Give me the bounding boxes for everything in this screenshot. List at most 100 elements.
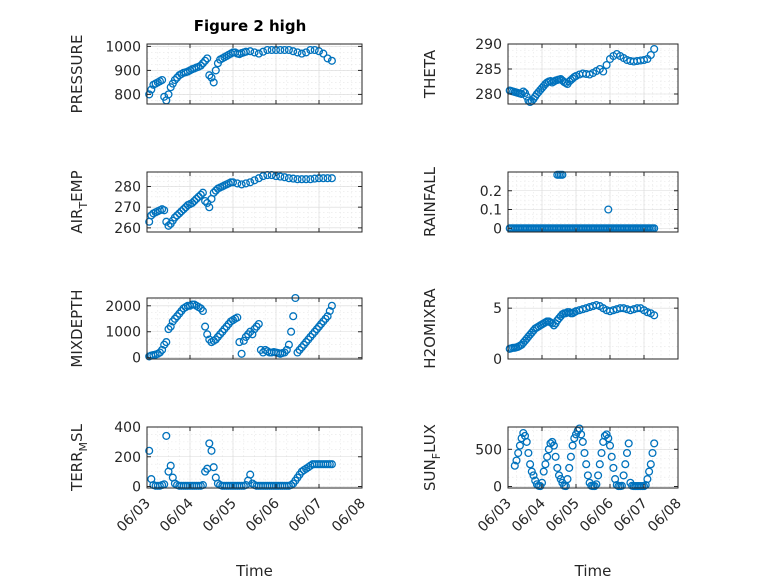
data-point (650, 44, 659, 54)
data-point (512, 456, 521, 465)
data-point (170, 75, 179, 85)
data-point (327, 301, 336, 310)
data-point (293, 175, 302, 184)
data-point (551, 452, 560, 461)
data-point (194, 192, 203, 201)
data-point (235, 338, 244, 347)
data-point (237, 349, 246, 358)
data-point (297, 49, 306, 58)
data-point (170, 213, 179, 222)
x-axis-label: Time (574, 562, 612, 580)
data-point (595, 460, 604, 469)
data-point (164, 90, 173, 99)
y-tick-label: 5 (493, 301, 502, 317)
subplot-5: 0 1000 2000 MIXDEPTH (68, 289, 363, 368)
y-tick-label: 285 (475, 62, 502, 78)
data-point (297, 175, 306, 184)
y-axis-label-subscript: M (77, 442, 90, 452)
plot-area (508, 172, 678, 232)
data-point (196, 61, 205, 70)
x-ticks (507, 172, 679, 232)
data-point (583, 471, 592, 480)
data-point (548, 437, 557, 446)
data-point (282, 345, 291, 354)
y-axis-label-rest: EMP (68, 170, 86, 201)
axes-box (507, 426, 679, 489)
y-ticks: 0 1000 2000 (105, 299, 362, 367)
data-point (558, 170, 567, 179)
y-axis-label-base: SUN (421, 459, 439, 491)
y-tick-label: 800 (114, 87, 141, 103)
data-point (514, 448, 523, 458)
y-axis-label: SUNFLUX (421, 424, 443, 491)
data-point (175, 209, 184, 218)
y-tick-label: 500 (475, 442, 502, 458)
data-point (198, 306, 207, 316)
axes-box (146, 171, 363, 233)
data-point (549, 441, 558, 450)
y-ticks: 800 900 1000 (105, 39, 362, 103)
y-axis-label-base: RAINFALL (421, 166, 439, 237)
y-tick-label: 280 (475, 87, 502, 103)
data-point (570, 434, 579, 443)
data-point (158, 75, 167, 85)
data-point (246, 47, 255, 56)
data-point (510, 461, 519, 470)
y-tick-label: 1000 (105, 39, 141, 55)
data-point (524, 448, 533, 458)
y-axis-label-base: TERR (68, 451, 86, 492)
data-point (254, 174, 263, 183)
data-point (650, 311, 659, 320)
x-ticks (146, 298, 363, 359)
data-point (621, 460, 630, 469)
data-point (323, 312, 332, 321)
data-point (645, 467, 654, 476)
plot-area (147, 172, 362, 232)
y-axis-label-subscript: F (430, 453, 443, 459)
x-ticks (507, 44, 679, 104)
y-tick-label: 0.1 (480, 203, 502, 219)
data-point (263, 45, 272, 55)
data-point (646, 50, 655, 60)
data-point (267, 45, 276, 55)
data-point (201, 56, 210, 65)
data-point (624, 439, 633, 448)
y-tick-label: 900 (114, 63, 141, 79)
data-point (643, 308, 652, 317)
x-ticks (146, 172, 363, 232)
y-tick-label: 290 (475, 37, 502, 53)
data-point (196, 190, 205, 199)
y-axis-label: H2OMIXRA (421, 288, 439, 369)
data-point (145, 446, 154, 455)
data-point (179, 205, 188, 214)
data-point (522, 437, 531, 446)
x-axis-label: Time (235, 562, 273, 580)
data-point (162, 431, 171, 440)
series-markers (145, 171, 336, 230)
subplot-3: 260 270 280 AIRTEMP (68, 170, 363, 237)
data-point (319, 174, 328, 183)
y-axis-label-base: PRESSURE (68, 35, 86, 114)
data-point (192, 194, 201, 203)
data-point (302, 48, 311, 57)
y-tick-label: 2000 (105, 299, 141, 315)
data-point (241, 179, 250, 188)
y-axis-label: PRESSURE (68, 35, 86, 114)
data-point (259, 47, 268, 56)
data-point (205, 439, 214, 448)
data-point (323, 54, 332, 63)
y-tick-label: 0 (493, 221, 502, 237)
series-markers (510, 424, 659, 491)
data-point (164, 325, 173, 334)
subplot-4: 0 0.1 0.2 RAINFALL (421, 166, 679, 237)
y-ticks: 05 (493, 301, 678, 368)
data-point (145, 90, 154, 99)
data-point (650, 439, 659, 448)
y-axis-label-rest: LUX (421, 424, 439, 453)
data-point (619, 471, 628, 480)
data-point (592, 301, 601, 310)
data-point (602, 60, 611, 70)
data-point (563, 475, 572, 484)
data-point (604, 205, 613, 214)
